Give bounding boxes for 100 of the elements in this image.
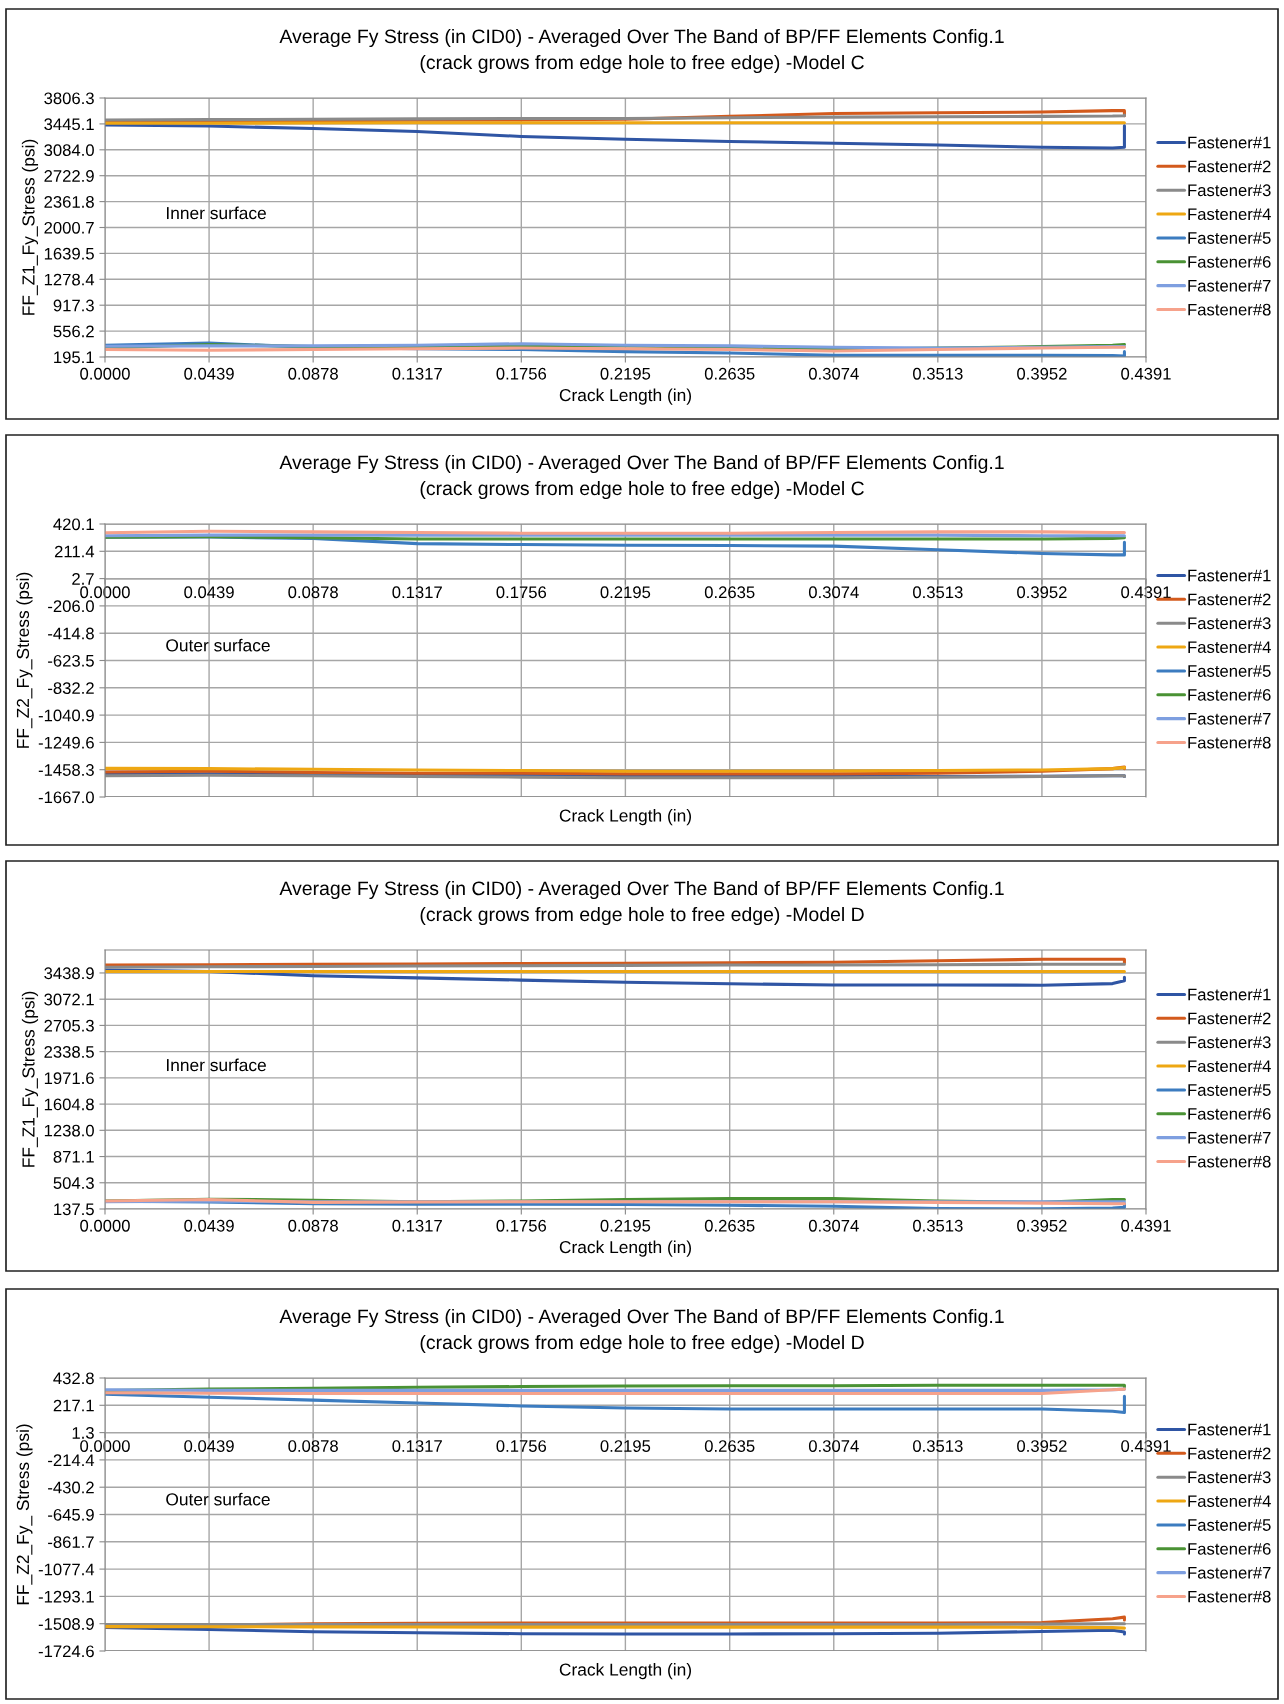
- x-tick-label: 0.0878: [288, 367, 338, 380]
- y-axis-title: FF_Z1_Fy_Stress (psi): [21, 139, 39, 315]
- y-tick-label: -832.2: [48, 682, 94, 695]
- y-tick-label: -1040.9: [38, 709, 94, 722]
- x-tick-label: 0.2635: [704, 586, 755, 599]
- x-tick-label: 0.4391: [1121, 1219, 1171, 1232]
- legend-label: Fastener#4: [1188, 1495, 1271, 1508]
- y-tick-label: -1249.6: [38, 736, 94, 749]
- y-tick-label: 195.1: [54, 351, 94, 364]
- y-tick-label: 217.1: [53, 1399, 94, 1412]
- y-tick-label: 1971.6: [44, 1072, 94, 1085]
- x-tick-label: 0.3513: [913, 367, 963, 380]
- x-tick-label: 0.1317: [392, 1440, 442, 1452]
- x-tick-label: 0.3074: [808, 367, 859, 380]
- legend-label: Fastener#8: [1188, 736, 1271, 749]
- y-tick-label: 1639.5: [44, 247, 94, 260]
- y-tick-label: 2338.5: [44, 1046, 94, 1058]
- legend-label: Fastener#8: [1188, 1155, 1271, 1168]
- y-tick-label: -1458.3: [38, 764, 94, 776]
- x-tick-label: 0.1756: [496, 586, 547, 599]
- chart-subtitle: (crack grows from edge hole to free edge) -Model D: [420, 1334, 864, 1354]
- x-tick-label: 0.3952: [1017, 1219, 1067, 1232]
- x-tick-label: 0.3513: [913, 1219, 963, 1232]
- annotation: Outer surface: [166, 1492, 270, 1506]
- y-tick-label: 3084.0: [44, 144, 94, 157]
- x-tick-label: 0.4391: [1121, 1440, 1171, 1452]
- legend-label: Fastener#6: [1188, 255, 1271, 268]
- x-tick-label: 0.4391: [1121, 586, 1171, 599]
- legend-label: Fastener#2: [1188, 160, 1271, 173]
- x-tick-label: 0.3074: [808, 586, 859, 599]
- legend-label: Fastener#7: [1188, 1132, 1271, 1144]
- y-tick-label: 420.1: [53, 518, 94, 531]
- x-tick-label: 0.0439: [184, 367, 234, 380]
- x-axis-title: Crack Length (in): [559, 1240, 692, 1257]
- x-tick-label: 0.2635: [704, 367, 755, 380]
- annotation: Inner surface: [166, 1058, 266, 1072]
- x-tick-label: 0.4391: [1121, 367, 1171, 380]
- x-tick-label: 0.0878: [288, 1219, 338, 1232]
- y-tick-label: 1278.4: [44, 273, 95, 286]
- y-tick-label: -645.9: [48, 1508, 94, 1521]
- y-tick-label: -1077.4: [38, 1563, 95, 1576]
- y-tick-label: 211.4: [54, 545, 95, 558]
- chart-subtitle: (crack grows from edge hole to free edge) -Model C: [420, 54, 864, 74]
- y-tick-label: -1724.6: [38, 1645, 94, 1658]
- y-tick-label: 2000.7: [44, 221, 94, 234]
- legend-label: Fastener#7: [1188, 713, 1271, 725]
- x-tick-label: 0.3074: [808, 1219, 859, 1232]
- y-tick-label: -1293.1: [38, 1590, 94, 1603]
- x-tick-label: 0.3952: [1017, 367, 1067, 380]
- y-tick-label: -1667.0: [38, 791, 94, 804]
- y-tick-label: 2705.3: [44, 1019, 94, 1032]
- legend-label: Fastener#1: [1188, 136, 1271, 149]
- y-tick-label: 3438.9: [44, 967, 94, 980]
- legend-label: Fastener#5: [1188, 1519, 1271, 1531]
- y-tick-label: 3072.1: [44, 993, 94, 1006]
- legend-label: Fastener#4: [1188, 1060, 1271, 1073]
- x-tick-label: 0.2635: [704, 1440, 755, 1452]
- x-tick-label: 0.0439: [184, 1440, 234, 1452]
- x-tick-label: 0.0000: [80, 1440, 130, 1452]
- x-axis-title: Crack Length (in): [559, 388, 692, 405]
- x-tick-label: 0.0439: [184, 1219, 234, 1232]
- legend-label: Fastener#6: [1188, 1542, 1271, 1555]
- x-tick-label: 0.0000: [80, 586, 130, 599]
- x-tick-label: 0.1317: [392, 586, 442, 599]
- y-tick-label: 3445.1: [44, 118, 94, 131]
- x-tick-label: 0.0439: [184, 586, 234, 599]
- x-tick-label: 0.0000: [80, 367, 130, 380]
- y-tick-label: -430.2: [48, 1481, 94, 1494]
- legend-label: Fastener#4: [1188, 641, 1271, 654]
- legend-label: Fastener#3: [1188, 1471, 1271, 1484]
- x-tick-label: 0.1756: [496, 1219, 547, 1232]
- y-tick-label: -206.0: [48, 600, 94, 613]
- chart-title: Average Fy Stress (in CID0) - Averaged Over The Band of BP/FF Elements Config.1: [279, 1308, 1004, 1328]
- chart-subtitle: (crack grows from edge hole to free edge) -Model C: [420, 480, 864, 500]
- y-axis-title: FF_Z1_Fy_Stress (psi): [21, 991, 39, 1167]
- y-tick-label: -623.5: [48, 654, 94, 667]
- legend-label: Fastener#5: [1188, 232, 1271, 244]
- y-tick-label: 1604.8: [44, 1098, 94, 1111]
- x-tick-label: 0.0878: [288, 586, 338, 599]
- y-tick-label: -214.4: [48, 1454, 95, 1466]
- x-tick-label: 0.1317: [392, 367, 442, 380]
- legend-label: Fastener#4: [1188, 208, 1271, 221]
- y-tick-label: 2.7: [72, 573, 94, 585]
- legend-label: Fastener#8: [1188, 303, 1271, 316]
- chart-title: Average Fy Stress (in CID0) - Averaged Over The Band of BP/FF Elements Config.1: [279, 454, 1004, 474]
- legend-label: Fastener#3: [1188, 1036, 1271, 1049]
- annotation: Outer surface: [166, 638, 270, 652]
- x-tick-label: 0.2195: [600, 1440, 651, 1452]
- legend-label: Fastener#5: [1188, 1084, 1271, 1096]
- x-tick-label: 0.3952: [1017, 586, 1067, 599]
- legend-label: Fastener#2: [1188, 1012, 1271, 1025]
- y-tick-label: 917.3: [53, 299, 94, 312]
- x-tick-label: 0.3952: [1017, 1440, 1067, 1452]
- y-tick-label: 2722.9: [44, 170, 94, 182]
- x-tick-label: 0.3513: [913, 586, 963, 599]
- y-tick-label: 556.2: [53, 325, 94, 338]
- x-tick-label: 0.1756: [496, 367, 547, 380]
- y-tick-label: -861.7: [48, 1536, 94, 1549]
- x-axis-title: Crack Length (in): [559, 809, 692, 826]
- x-tick-label: 0.1317: [392, 1219, 442, 1232]
